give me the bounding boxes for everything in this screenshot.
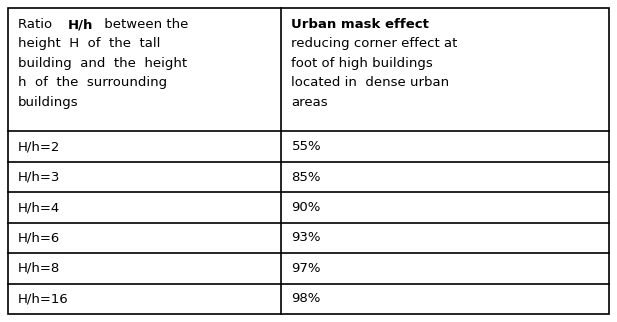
Text: 98%: 98% [291,292,321,305]
Text: foot of high buildings: foot of high buildings [291,57,433,70]
Text: H/h: H/h [67,18,93,31]
Text: height  H  of  the  tall: height H of the tall [18,37,160,51]
Text: 93%: 93% [291,232,321,244]
Text: H/h=8: H/h=8 [18,262,60,275]
Text: areas: areas [291,96,328,109]
Text: between the: between the [100,18,189,31]
Text: H/h=4: H/h=4 [18,201,60,214]
Text: h  of  the  surrounding: h of the surrounding [18,76,167,89]
Text: H/h=16: H/h=16 [18,292,68,305]
Text: building  and  the  height: building and the height [18,57,187,70]
Text: 85%: 85% [291,171,321,184]
Text: located in  dense urban: located in dense urban [291,76,450,89]
Text: 55%: 55% [291,140,321,153]
Text: reducing corner effect at: reducing corner effect at [291,37,458,51]
Text: 90%: 90% [291,201,321,214]
Text: H/h=3: H/h=3 [18,171,60,184]
Text: H/h=2: H/h=2 [18,140,60,153]
Text: Ratio: Ratio [18,18,56,31]
Text: H/h=6: H/h=6 [18,232,60,244]
Text: buildings: buildings [18,96,78,109]
Text: 97%: 97% [291,262,321,275]
Text: Urban mask effect: Urban mask effect [291,18,429,31]
